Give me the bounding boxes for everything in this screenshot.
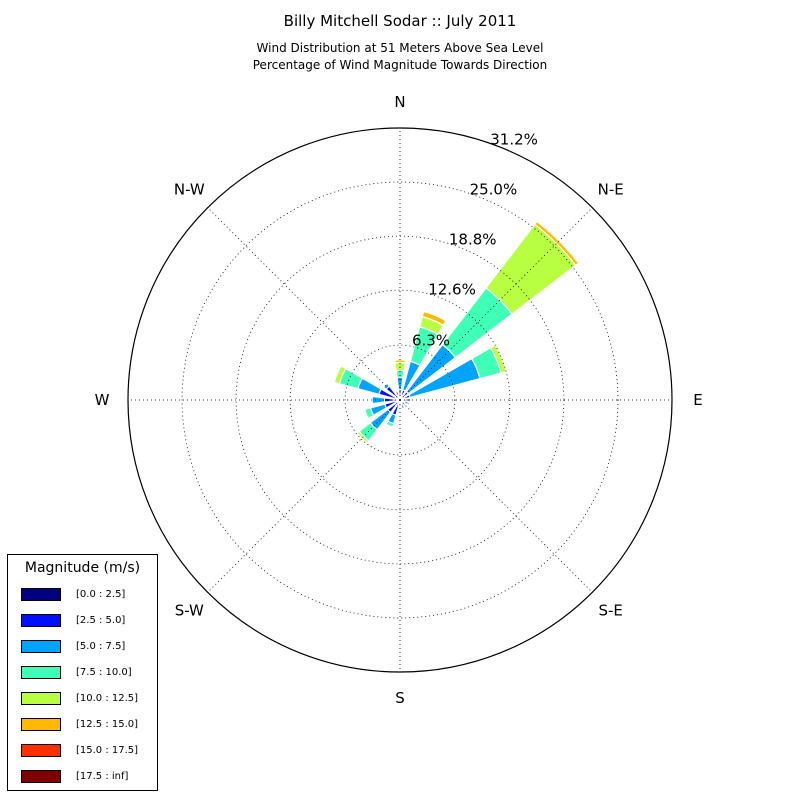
direction-label-n: N [394,93,405,111]
legend-label-7: [17.5 : inf] [76,771,129,782]
radial-tick-labels: 6.3% 12.6% 18.8% 25.0% 31.2% [412,131,538,350]
legend-title: Magnitude (m/s) [24,560,141,576]
bar-dir-135-bin-1 [400,400,407,407]
legend-swatch-7 [21,770,61,783]
legend-item-6: [15.0 : 17.5] [21,744,156,758]
legend-item-7: [17.5 : inf] [21,770,156,784]
polar-frame [127,127,673,673]
bar-dir-270-bin-2 [371,395,386,405]
legend-swatch-4 [21,692,61,705]
legend-item-0: [0.0 : 2.5] [21,588,156,602]
legend-label-1: [2.5 : 5.0] [76,615,126,626]
bar-dir-315-bin-2 [382,382,391,391]
bar-dir-157.5-bin-1 [399,401,406,410]
bar-dir-0-bin-5 [394,359,406,364]
bar-dir-22.5-bin-5 [421,310,447,327]
wind-rose-bars [333,220,580,444]
legend-item-5: [12.5 : 15.0] [21,718,156,732]
legend-swatch-2 [21,640,61,653]
grid-spoke-se [399,399,593,593]
polar-grid [128,128,672,672]
bar-dir-112.5-bin-2 [406,401,411,407]
direction-label-nw: N-W [174,180,205,198]
legend-swatch-1 [21,614,61,627]
legend-label-5: [12.5 : 15.0] [76,719,139,730]
radial-tick-label-2: 18.8% [449,231,497,249]
radial-tick-label-1: 12.6% [428,281,476,299]
bar-dir-337.5-bin-1 [394,390,401,399]
legend-swatch-5 [21,718,61,731]
chart-title: Billy Mitchell Sodar :: July 2011 [283,12,517,30]
legend-item-2: [5.0 : 7.5] [21,640,156,654]
direction-label-s: S [395,689,405,707]
radial-tick-label-0: 6.3% [412,331,450,349]
legend-swatch-6 [21,744,61,757]
legend: Magnitude (m/s) [0.0 : 2.5] [2.5 : 5.0] [5… [7,554,158,791]
grid-circle-0 [344,344,456,456]
bar-dir-202.5-bin-3 [385,420,395,428]
grid-spoke-sw [207,399,401,593]
bar-dir-292.5-bin-4 [333,365,347,385]
bar-dir-247.5-bin-3 [363,407,375,420]
legend-swatch-3 [21,666,61,679]
grid-circle-2 [235,235,565,565]
grid-spoke-ne [399,207,593,401]
grid-circle-1 [289,289,511,511]
bar-dir-90-bin-1 [401,397,412,403]
legend-label-0: [0.0 : 2.5] [76,589,126,600]
direction-label-e: E [693,391,702,409]
legend-label-2: [5.0 : 7.5] [76,641,126,652]
legend-label-3: [7.5 : 10.0] [76,667,132,678]
chart-subtitle-line-2: Percentage of Wind Magnitude Towards Dir… [252,58,548,72]
legend-label-4: [10.0 : 12.5] [76,693,139,704]
chart-subtitle-line-1: Wind Distribution at 51 Meters Above Sea… [256,41,544,55]
legend-label-6: [15.0 : 17.5] [76,745,139,756]
direction-label-ne: N-E [598,180,624,198]
direction-label-sw: S-W [175,602,204,620]
grid-circle-3 [181,181,619,619]
radial-tick-label-3: 25.0% [470,181,518,199]
legend-item-1: [2.5 : 5.0] [21,614,156,628]
legend-item-3: [7.5 : 10.0] [21,666,156,680]
bar-dir-45-bin-5 [533,220,580,267]
direction-labels: N N-E E S-E S S-W W N-W [95,93,703,707]
legend-swatch-0 [21,588,61,601]
legend-item-4: [10.0 : 12.5] [21,692,156,706]
direction-label-w: W [95,391,110,409]
grid-spoke-nw [207,207,401,401]
radial-tick-label-4: 31.2% [490,131,538,149]
direction-label-se: S-E [599,602,623,620]
